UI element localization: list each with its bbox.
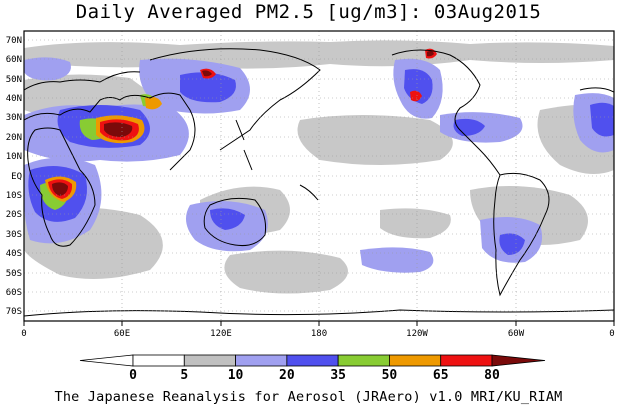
colorbar-segment bbox=[337, 354, 390, 367]
lat-label: 30S bbox=[6, 230, 22, 240]
colorbar-tick-label: 10 bbox=[228, 368, 244, 383]
lat-label: 60S bbox=[6, 288, 22, 298]
colorbar-segment bbox=[491, 354, 546, 367]
colorbar-tick-label: 65 bbox=[433, 368, 449, 383]
colorbar-segment bbox=[132, 354, 185, 367]
lat-label: 50N bbox=[6, 75, 22, 85]
colorbar-segment bbox=[79, 354, 134, 367]
lat-label: 70S bbox=[6, 307, 22, 317]
colorbar-tick-label: 0 bbox=[129, 368, 137, 383]
colorbar-segment bbox=[440, 354, 493, 367]
colorbar-segment bbox=[183, 354, 236, 367]
colorbar-segment bbox=[286, 354, 339, 367]
lat-label: 50S bbox=[6, 269, 22, 279]
colorbar-tick-label: 5 bbox=[180, 368, 188, 383]
colorbar: 0 5 10 20 35 50 65 80 bbox=[79, 354, 546, 383]
lon-label: 0 bbox=[609, 329, 614, 339]
colorbar-segment bbox=[235, 354, 288, 367]
lat-label: 40N bbox=[6, 94, 22, 104]
colorbar-tick-label: 35 bbox=[330, 368, 346, 383]
longitude-labels: 0 60E 120E 180 120W 60W 0 bbox=[21, 329, 614, 339]
pm25-field bbox=[24, 40, 614, 317]
lat-label: 60N bbox=[6, 55, 22, 65]
coastlines bbox=[24, 48, 614, 317]
credit-text: The Japanese Reanalysis for Aerosol (JRA… bbox=[54, 389, 563, 405]
lon-label: 120W bbox=[406, 329, 428, 339]
lat-label: 20N bbox=[6, 133, 22, 143]
colorbar-tick-label: 20 bbox=[279, 368, 295, 383]
colorbar-tick-label: 50 bbox=[382, 368, 398, 383]
lon-label: 180 bbox=[311, 329, 327, 339]
lon-label: 60E bbox=[114, 329, 130, 339]
lon-label: 120E bbox=[210, 329, 232, 339]
lat-label: 40S bbox=[6, 249, 22, 259]
lon-label: 0 bbox=[21, 329, 26, 339]
latitude-labels: 70N 60N 50N 40N 30N 20N 10N EQ 10S 20S 3… bbox=[6, 36, 22, 317]
colorbar-segment bbox=[389, 354, 442, 367]
lat-label: 70N bbox=[6, 36, 22, 46]
lat-label: EQ bbox=[11, 172, 22, 182]
lon-label: 60W bbox=[508, 329, 525, 339]
colorbar-tick-label: 80 bbox=[484, 368, 500, 383]
lat-label: 30N bbox=[6, 113, 22, 123]
lat-label: 20S bbox=[6, 210, 22, 220]
lat-label: 10S bbox=[6, 191, 22, 201]
map-title: Daily Averaged PM2.5 [ug/m3]: 03Aug2015 bbox=[75, 1, 542, 23]
graticule bbox=[24, 31, 614, 321]
lat-label: 10N bbox=[6, 152, 22, 162]
